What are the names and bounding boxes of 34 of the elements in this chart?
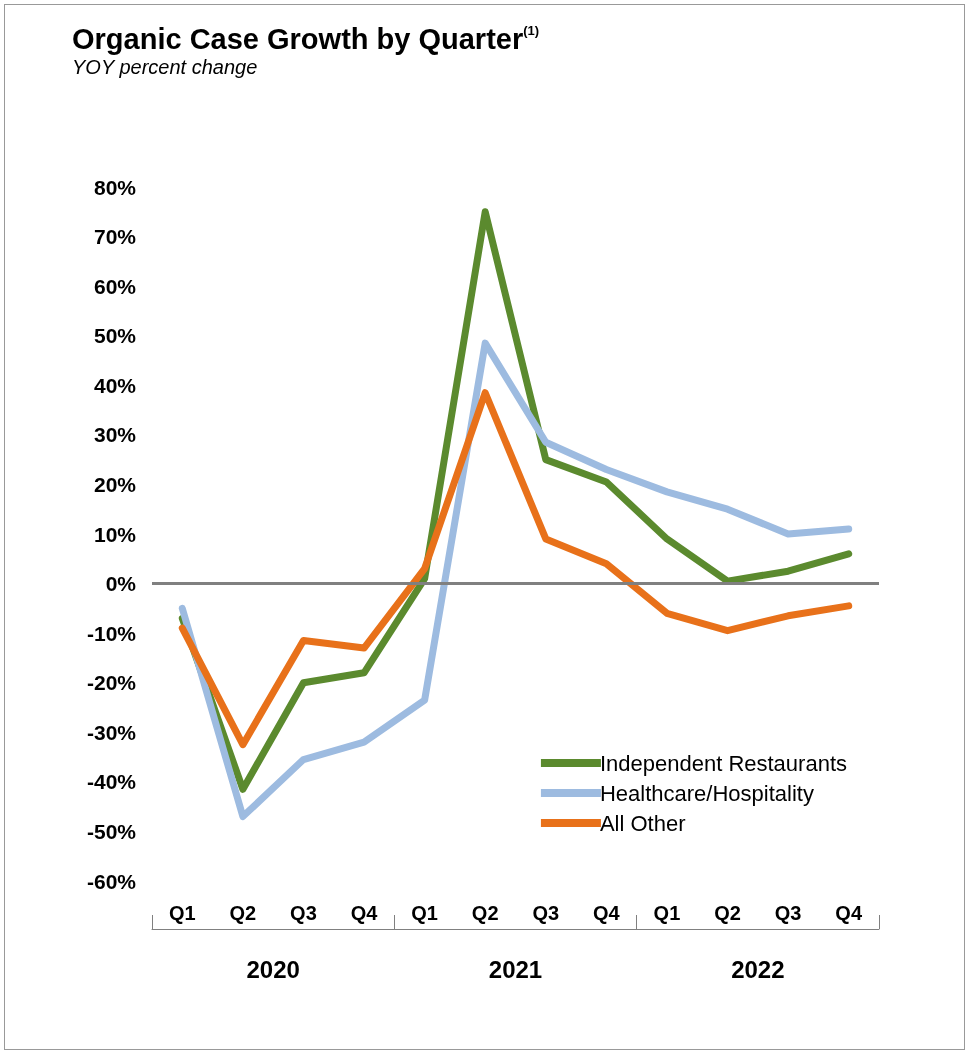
legend-label: All Other — [599, 810, 686, 836]
x-tick-label: Q3 — [532, 902, 560, 924]
y-tick-label: 40% — [93, 373, 137, 397]
y-tick-label: -40% — [86, 770, 137, 794]
y-tick-label: 50% — [93, 324, 137, 348]
y-tick-label: 60% — [93, 274, 137, 298]
y-tick-label: 30% — [93, 423, 137, 447]
x-tick-label: Q1 — [653, 902, 681, 924]
text: 2022 — [731, 955, 785, 983]
y-tick-label: -30% — [86, 720, 137, 744]
x-tick-label: Q1 — [168, 902, 196, 924]
y-tick-label: -10% — [86, 621, 137, 645]
x-tick-label: Q1 — [411, 902, 438, 924]
y-tick-label: 10% — [93, 522, 137, 546]
x-tick-label: Q2 — [229, 902, 257, 924]
x-tick-label: Q3 — [774, 902, 802, 924]
y-tick-label: -20% — [86, 671, 137, 695]
x-tick-label: Q2 — [714, 902, 741, 924]
x-tick-label: Q4 — [835, 902, 863, 924]
y-tick-label: 70% — [93, 225, 137, 249]
x-tick-label: Q4 — [593, 902, 621, 924]
x-tick-label: Q3 — [290, 902, 317, 924]
text: 2021 — [488, 955, 543, 983]
y-tick-label: 0% — [105, 572, 137, 596]
text: 2020 — [246, 955, 300, 983]
x-tick-label: Q4 — [350, 902, 379, 924]
y-tick-label: -60% — [86, 869, 137, 893]
x-tick-label: Q2 — [471, 902, 499, 924]
legend-label: Independent Restaurants — [599, 750, 848, 776]
y-tick-label: 20% — [93, 472, 137, 496]
y-tick-label: 80% — [93, 175, 137, 199]
legend-label: Healthcare/Hospitality — [599, 780, 814, 806]
y-tick-label: -50% — [86, 819, 137, 843]
chart-subtitle: YOY percent change — [72, 56, 258, 78]
